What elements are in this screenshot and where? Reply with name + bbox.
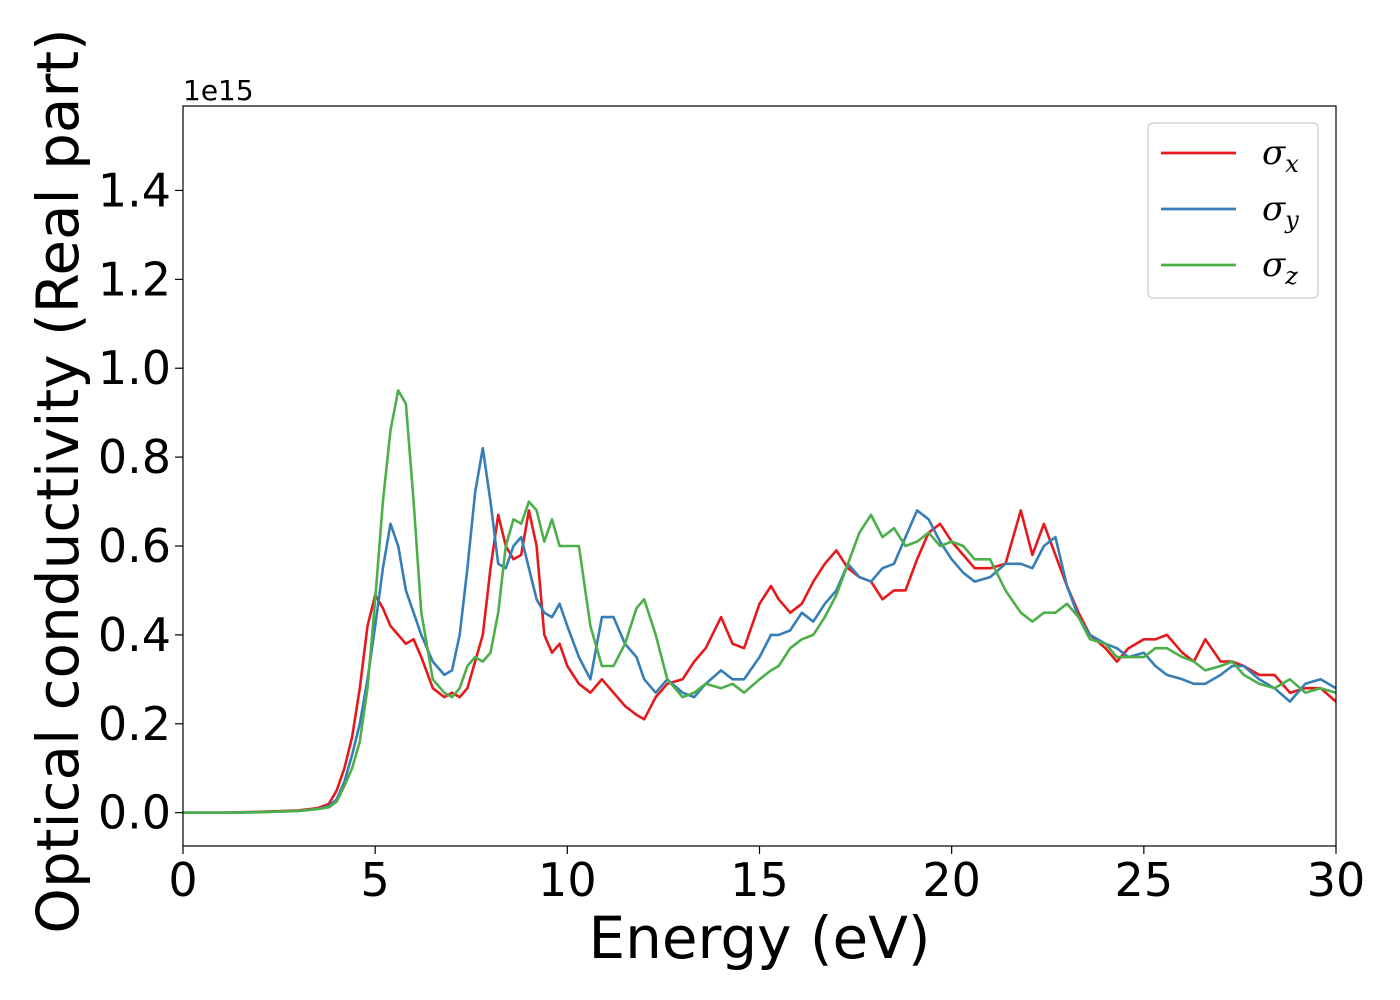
- y-axis-title: Optical conductivity (Real part): [24, 28, 92, 933]
- x-tick-label: 10: [538, 853, 597, 907]
- x-axis-title: Energy (eV): [588, 904, 930, 972]
- series-line-y: [183, 446, 1336, 814]
- y-tick-label: 1.4: [98, 163, 171, 217]
- y-tick-label: 0.4: [98, 608, 171, 662]
- x-tick-label: 20: [922, 853, 981, 907]
- legend-label-z: σz: [1262, 245, 1298, 290]
- legend-label-y: σy: [1262, 189, 1299, 234]
- x-tick-label: 25: [1115, 853, 1174, 907]
- x-tick-label: 15: [730, 853, 789, 907]
- plot-area: [183, 389, 1336, 814]
- y-tick-label: 0.8: [98, 430, 171, 484]
- axes: 0 5 10 15 20 25 30 0.0 0.2 0.4 0.6 0.8 1.0 1.2 1.4: [98, 105, 1366, 907]
- y-tick-label: 0.2: [98, 697, 171, 751]
- series-line-x: [183, 509, 1336, 814]
- x-tick-label: 0: [168, 853, 197, 907]
- legend: σx σy σz: [1147, 122, 1319, 299]
- legend-label-x: σx: [1262, 133, 1299, 178]
- y-tick-label: 1.0: [98, 341, 171, 395]
- x-tick-label: 5: [361, 853, 390, 907]
- legend-box: [1147, 122, 1319, 299]
- y-tick-label: 0.0: [98, 786, 171, 840]
- x-tick-label: 30: [1307, 853, 1366, 907]
- y-tick-label: 0.6: [98, 519, 171, 573]
- y-offset-label: 1e15: [183, 74, 254, 107]
- y-tick-label: 1.2: [98, 252, 171, 306]
- series-line-z: [183, 389, 1336, 814]
